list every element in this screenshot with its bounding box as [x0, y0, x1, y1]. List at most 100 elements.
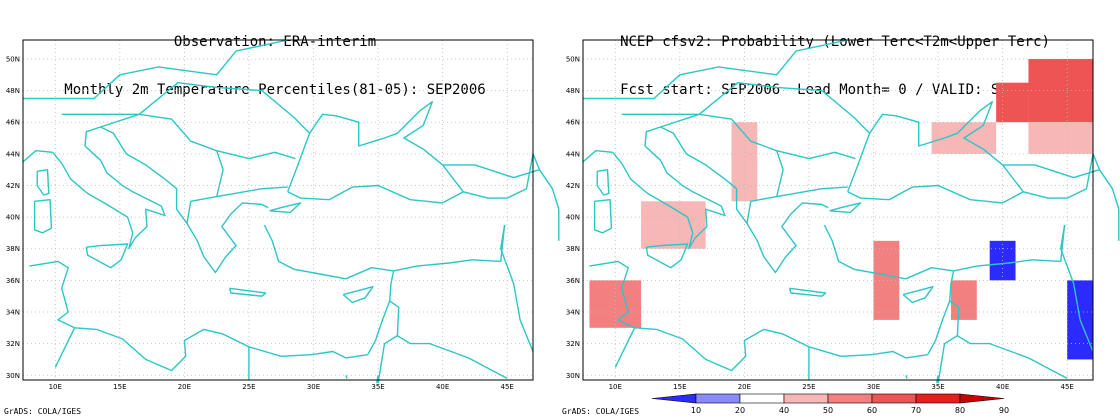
lat-tick-label: 32N — [6, 340, 20, 348]
colorbar-label: 80 — [955, 406, 965, 415]
lat-tick-label: 34N — [566, 309, 580, 317]
lat-tick-label: 38N — [566, 245, 580, 253]
border-line — [1002, 164, 1100, 179]
coastline — [593, 199, 613, 234]
lat-tick-label: 34N — [6, 309, 20, 317]
lat-tick-label: 46N — [6, 119, 20, 127]
footer-credit-right: GrADS: COLA/IGES — [562, 407, 640, 416]
coastline — [645, 243, 689, 269]
right-map: 10E 15E 20E 25E 30E 35E 40E 45E 30N 32N 34N 36N 38N 4… — [566, 39, 1120, 391]
prob-cell-1 — [996, 82, 1029, 123]
lon-tick-label: 20E — [178, 383, 191, 391]
right-panel-title: NCEP cfsv2: Probability (Lower Terc<T2m<… — [580, 2, 1090, 114]
lat-tick-label: 44N — [566, 150, 580, 158]
coastline — [936, 375, 939, 384]
coastline — [582, 150, 613, 163]
left-title-line2: Monthly 2m Temperature Percentiles(81-05… — [64, 82, 486, 98]
coastline — [345, 375, 348, 379]
coastline — [376, 375, 379, 384]
coastline — [22, 150, 53, 163]
border-line — [698, 82, 871, 134]
coastline — [788, 287, 827, 297]
border-line — [776, 186, 848, 198]
coastline — [228, 287, 267, 297]
colorbar-label: 10 — [691, 406, 701, 415]
coastline — [589, 260, 928, 372]
border-line — [216, 150, 296, 160]
coastline — [612, 126, 726, 250]
border-line — [138, 82, 311, 134]
colorbar-segment — [871, 393, 917, 404]
border-line — [23, 39, 288, 100]
lat-tick-label: 40N — [6, 214, 20, 222]
lon-tick-label: 40E — [996, 383, 1009, 391]
colorbar: 10 20 40 50 60 70 80 90 — [651, 393, 1009, 415]
coastline — [847, 101, 1024, 204]
lat-tick-label: 30N — [566, 372, 580, 380]
lat-tick-label: 46N — [566, 119, 580, 127]
lon-tick-label: 40E — [436, 383, 449, 391]
coastline — [1092, 153, 1120, 241]
colorbar-segment — [783, 393, 829, 404]
colorbar-arrow-left — [651, 393, 697, 404]
lon-tick-label: 35E — [931, 383, 944, 391]
border-line — [463, 153, 534, 199]
lat-tick-label: 40N — [566, 214, 580, 222]
coastline — [52, 126, 166, 250]
border-line — [442, 164, 540, 179]
lon-tick-label: 25E — [802, 383, 815, 391]
lon-tick-label: 10E — [49, 383, 62, 391]
prob-cell-2 — [1028, 122, 1093, 154]
lat-tick-label: 48N — [566, 87, 580, 95]
lon-tick-label: 10E — [609, 383, 622, 391]
coastline — [532, 153, 560, 241]
coastline — [36, 169, 50, 196]
prob-cell-8 — [950, 280, 977, 320]
left-panel-title: Observation: ERA-interim Monthly 2m Temp… — [20, 2, 530, 114]
lat-tick-label: 48N — [6, 87, 20, 95]
border-line — [776, 150, 856, 160]
right-title-line1: NCEP cfsv2: Probability (Lower Terc<T2m<… — [620, 34, 1050, 50]
lat-tick-label: 36N — [6, 277, 20, 285]
border-line — [1023, 153, 1094, 199]
left-map: 10E 15E 20E 25E 30E 35E 40E 45E 30N 32N 34N 36N 38N 4… — [6, 39, 560, 391]
lon-tick-label: 35E — [371, 383, 384, 391]
coastline — [287, 101, 464, 204]
coastline — [29, 260, 368, 372]
colorbar-segment — [695, 393, 741, 404]
border-line — [216, 186, 288, 198]
coastline — [33, 199, 53, 234]
colorbar-segment — [915, 393, 961, 404]
border-line — [583, 39, 848, 100]
lon-tick-label: 45E — [1061, 383, 1074, 391]
lat-tick-label: 36N — [566, 277, 580, 285]
colorbar-label: 60 — [867, 406, 877, 415]
lat-tick-label: 50N — [6, 55, 20, 63]
lon-tick-label: 25E — [242, 383, 255, 391]
coastline — [829, 202, 862, 214]
border-line — [614, 327, 636, 368]
colorbar-segment — [827, 393, 873, 404]
map-frame — [582, 39, 1094, 381]
coastline — [100, 126, 269, 274]
colorbar-segment — [739, 393, 785, 404]
colorbar-arrow-right — [959, 393, 1005, 404]
coastline — [269, 202, 302, 214]
border-line — [54, 327, 76, 368]
coastline — [263, 224, 395, 356]
coastline — [905, 375, 908, 379]
coastline — [660, 126, 829, 274]
lon-tick-label: 30E — [867, 383, 880, 391]
colorbar-label: 20 — [735, 406, 745, 415]
colorbar-label: 50 — [823, 406, 833, 415]
lat-tick-label: 42N — [6, 182, 20, 190]
border-line — [393, 224, 506, 272]
lon-tick-label: 20E — [738, 383, 751, 391]
border-line — [377, 335, 398, 384]
lat-tick-label: 38N — [6, 245, 20, 253]
border-line — [937, 335, 958, 384]
footer-credit-left: GrADS: COLA/IGES — [4, 407, 82, 416]
lon-tick-label: 45E — [501, 383, 514, 391]
lat-tick-label: 32N — [566, 340, 580, 348]
colorbar-label: 40 — [779, 406, 789, 415]
